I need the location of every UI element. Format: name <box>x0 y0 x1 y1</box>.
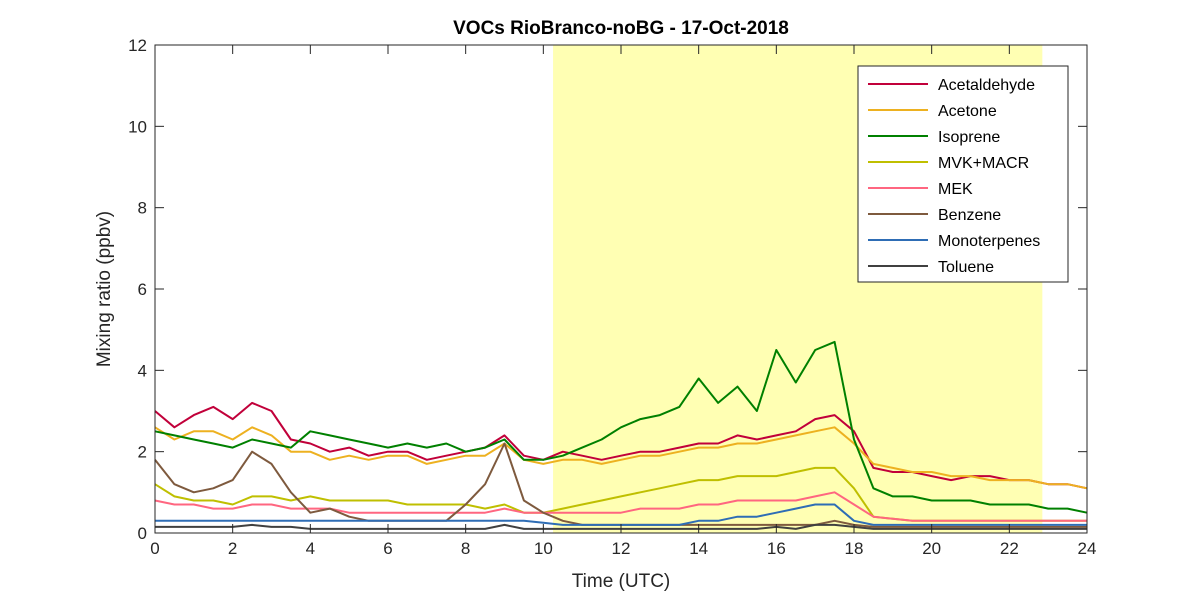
y-tick-label: 12 <box>128 36 147 55</box>
x-tick-label: 4 <box>306 539 315 558</box>
series-line-acetaldehyde <box>154 401 1088 490</box>
legend-entry-label: Isoprene <box>938 129 1000 146</box>
x-tick-label: 10 <box>534 539 553 558</box>
y-tick-label: 10 <box>128 117 147 136</box>
x-tick-label: 0 <box>150 539 159 558</box>
series-line-acetone <box>154 426 1088 490</box>
legend-box <box>857 65 1069 283</box>
legend-entry-label: Monoterpenes <box>938 233 1040 250</box>
y-tick-label: 0 <box>138 524 147 543</box>
x-tick-label: 12 <box>612 539 631 558</box>
y-tick-label: 4 <box>138 361 147 380</box>
x-axis-label: Time (UTC) <box>572 571 671 592</box>
x-tick-label: 16 <box>767 539 786 558</box>
x-tick-label: 18 <box>845 539 864 558</box>
x-tick-label: 14 <box>689 539 708 558</box>
y-tick-label: 2 <box>138 443 147 462</box>
series-line-isoprene <box>154 340 1088 514</box>
legend-entry-label: Toluene <box>938 259 994 276</box>
y-tick-label: 8 <box>138 199 147 218</box>
x-tick-label: 2 <box>228 539 237 558</box>
x-tick-label: 22 <box>1000 539 1019 558</box>
legend-entry-label: MVK+MACR <box>938 155 1029 172</box>
legend-entry-label: MEK <box>938 181 973 198</box>
y-tick-label: 6 <box>138 280 147 299</box>
chart-title: VOCs RioBranco-noBG - 17-Oct-2018 <box>453 18 789 39</box>
x-tick-label: 6 <box>383 539 392 558</box>
legend-entry-label: Acetaldehyde <box>938 77 1035 94</box>
x-tick-label: 20 <box>922 539 941 558</box>
x-tick-label: 8 <box>461 539 470 558</box>
legend: Acetaldehyde Acetone Isoprene MVK+MACR MEK Be… <box>857 65 1069 283</box>
legend-entry-label: Acetone <box>938 103 997 120</box>
x-tick-label: 24 <box>1078 539 1097 558</box>
legend-entry-label: Benzene <box>938 207 1001 224</box>
series-line-mek <box>154 491 1087 522</box>
y-axis-label: Mixing ratio (ppbv) <box>94 211 115 367</box>
